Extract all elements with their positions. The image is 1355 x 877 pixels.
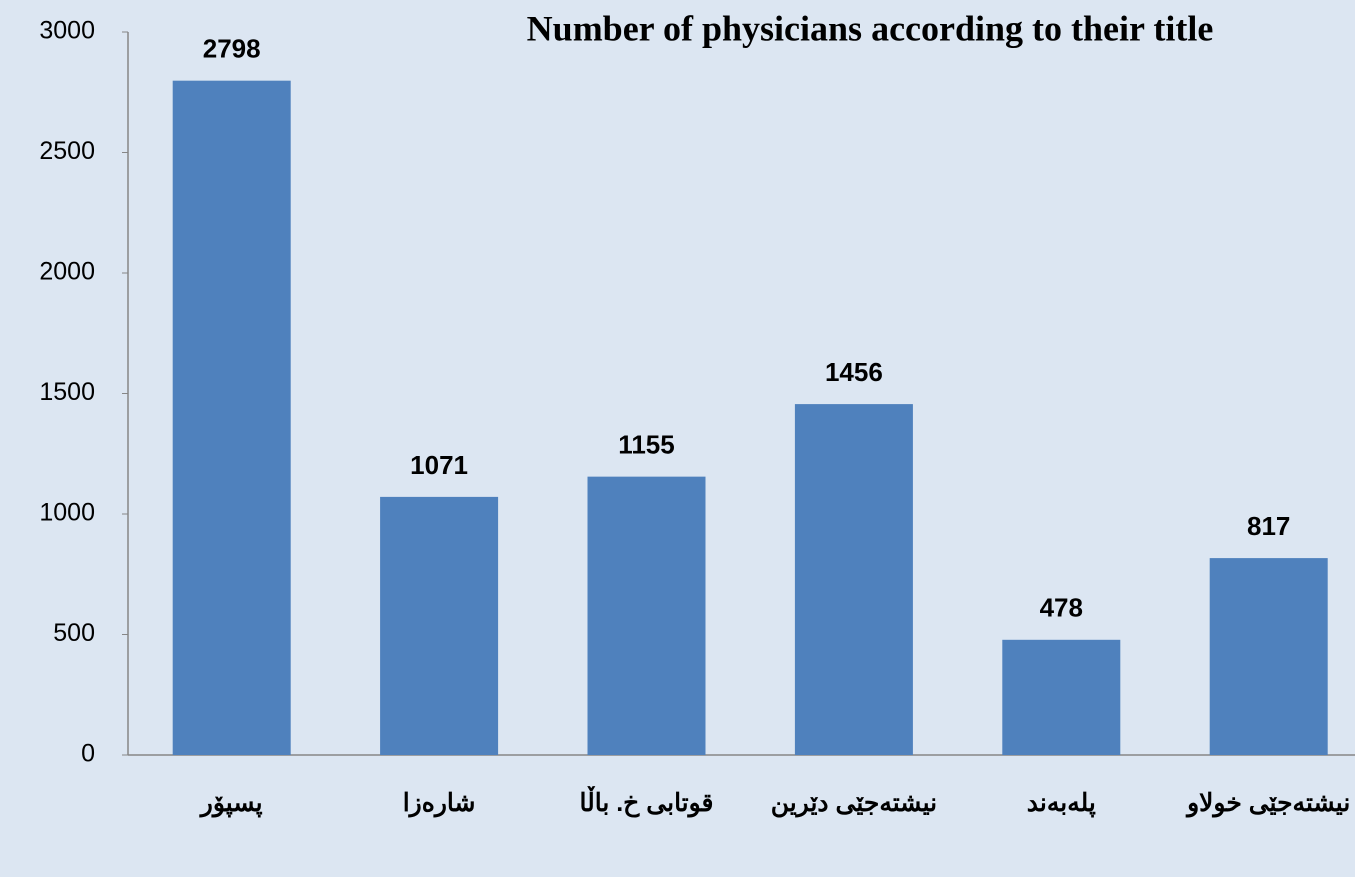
y-tick-label: 1500 [39,378,95,406]
bar [1002,639,1121,755]
data-label: 1456 [825,357,883,387]
y-tick-label: 0 [81,740,95,768]
x-tick-label: پسپۆر [200,789,263,817]
bar [587,476,706,755]
bar [172,80,291,755]
data-label: 2798 [203,34,261,64]
data-label: 817 [1247,511,1290,541]
data-label: 1071 [410,450,468,480]
x-tick-label: پلەبەند [1026,789,1096,817]
x-tick-label: نیشتەجێی خولاو [1187,789,1351,817]
x-tick-label: قوتابی خ. باڵا [579,789,714,817]
bar [380,496,499,755]
chart-title: Number of physicians according to their … [527,8,1214,48]
data-label: 1155 [618,430,674,460]
data-label: 478 [1040,593,1083,623]
bar [794,404,913,755]
x-tick-label: نیشتەجێی دێرین [770,789,938,817]
y-tick-label: 2000 [39,258,95,286]
y-tick-label: 1000 [39,499,95,527]
x-tick-label: شارەزا [402,789,476,817]
y-tick-label: 3000 [39,17,95,45]
y-tick-label: 500 [53,619,95,647]
y-tick-label: 2500 [39,137,95,165]
bar [1209,558,1328,755]
